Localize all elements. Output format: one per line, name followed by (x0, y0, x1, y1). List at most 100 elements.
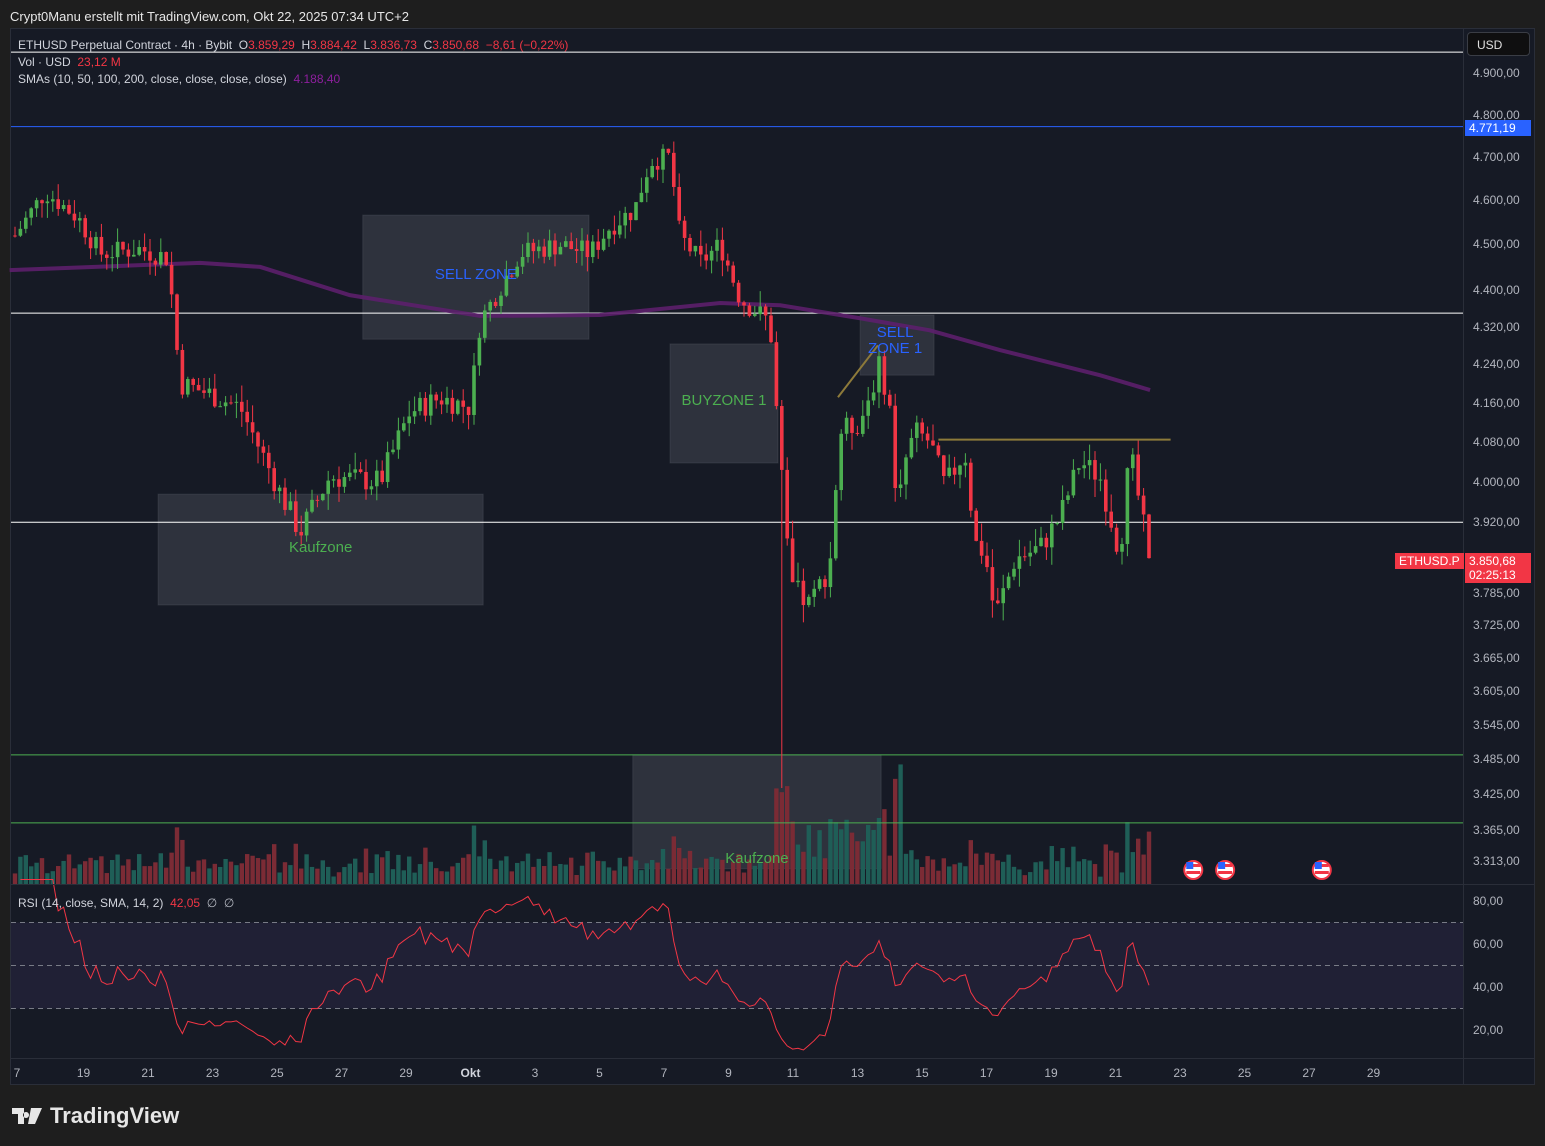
volume-bar (1049, 846, 1054, 884)
candle-body (553, 240, 557, 255)
us-flag-event-icon[interactable] (1183, 860, 1204, 880)
volume-bar (601, 861, 606, 884)
volume-bar (201, 859, 207, 884)
candle-body (272, 468, 276, 492)
volume-bar (747, 859, 752, 884)
volume-bar (250, 855, 255, 884)
volume-bar (693, 868, 698, 884)
price-axis-label: 3.313,00 (1473, 853, 1520, 868)
volume-bar (1082, 859, 1087, 884)
candle-body (304, 511, 309, 536)
sma-legend[interactable]: SMAs (10, 50, 100, 200, close, close, cl… (18, 72, 340, 86)
candle-body (439, 400, 444, 405)
volume-bar (1076, 861, 1081, 884)
candle-body (569, 241, 573, 250)
candle-body (1125, 468, 1130, 545)
volume-bar (455, 862, 460, 884)
candle-body (1093, 460, 1097, 480)
candle-body (1012, 568, 1016, 577)
symbol-name[interactable]: ETHUSD Perpetual Contract · 4h · Bybit (18, 38, 233, 52)
candle-body (472, 365, 476, 415)
candle-body (450, 397, 455, 414)
candle-body (153, 260, 158, 265)
zone-box (157, 493, 484, 606)
candle-body (180, 349, 185, 395)
candle-body (564, 241, 568, 247)
volume-bar (855, 841, 860, 884)
us-flag-event-icon[interactable] (1311, 860, 1332, 880)
candle-body (704, 254, 708, 261)
candle-body (331, 479, 336, 481)
candle-body (585, 240, 590, 258)
candle-body (72, 213, 77, 221)
candle-body (645, 177, 649, 193)
volume-bar (990, 853, 995, 884)
volume-bar (542, 866, 547, 884)
volume-bar (655, 862, 660, 884)
candle-body (234, 401, 239, 403)
candle-body (267, 452, 271, 469)
candle-body (115, 241, 120, 258)
candle-body (1131, 454, 1135, 469)
candle-body (418, 397, 422, 412)
volume-bar (704, 858, 709, 884)
us-flag-event-icon[interactable] (1215, 860, 1236, 880)
volume-bar (612, 870, 617, 884)
volume-bar (99, 856, 104, 884)
candle-body (877, 356, 881, 393)
volume-bar (29, 866, 34, 884)
volume-bar (677, 847, 682, 884)
volume-bar (979, 864, 984, 884)
candle-body (574, 249, 579, 251)
volume-bar (995, 860, 1000, 884)
candle-body (596, 241, 600, 250)
volume-bar (963, 866, 968, 884)
candle-body (639, 192, 644, 203)
candle-body (990, 567, 995, 601)
volume-bar (115, 854, 120, 884)
volume-bar (1146, 831, 1152, 884)
candle-body (952, 467, 957, 475)
time-axis-label: 19 (76, 1066, 91, 1080)
candle-body (369, 486, 374, 490)
candle-body (396, 430, 401, 450)
volume-bar (380, 857, 385, 884)
candle-body (866, 400, 870, 416)
currency-button[interactable]: USD (1467, 32, 1530, 56)
candle-body (537, 246, 541, 252)
candle-body (650, 166, 654, 178)
candle-body (461, 400, 465, 407)
rsi-legend[interactable]: RSI (14, close, SMA, 14, 2) 42,05 ∅ ∅ (18, 896, 234, 910)
volume-bar (839, 829, 844, 884)
candle-body (888, 394, 892, 406)
candle-body (634, 202, 638, 221)
tradingview-logo[interactable]: TradingView (12, 1103, 179, 1129)
volume-legend[interactable]: Vol · USD 23,12 M (18, 55, 121, 69)
volume-bar (23, 855, 28, 884)
candle-body (1098, 479, 1103, 481)
volume-bar (153, 862, 158, 884)
volume-bar (666, 868, 671, 884)
volume-bar (347, 863, 352, 884)
volume-bar (644, 863, 649, 884)
candle-body (558, 246, 563, 255)
volume-bar (223, 858, 228, 884)
candle-body (834, 490, 838, 559)
candle-body (672, 152, 676, 187)
candle-body (931, 440, 935, 446)
candle-body (817, 579, 822, 589)
candle-body (591, 241, 595, 258)
volume-bar (844, 819, 849, 884)
volume-bar (1125, 822, 1130, 884)
rsi-extra-2: ∅ (223, 896, 235, 910)
volume-bar (596, 860, 601, 884)
candle-body (142, 247, 147, 252)
volume-bar (320, 860, 325, 884)
candle-body (148, 251, 152, 261)
time-axis-label: 7 (660, 1066, 668, 1080)
zone-box (669, 343, 779, 464)
flag-canton (1186, 862, 1194, 869)
candle-body (785, 469, 789, 539)
candle-body (88, 237, 93, 249)
